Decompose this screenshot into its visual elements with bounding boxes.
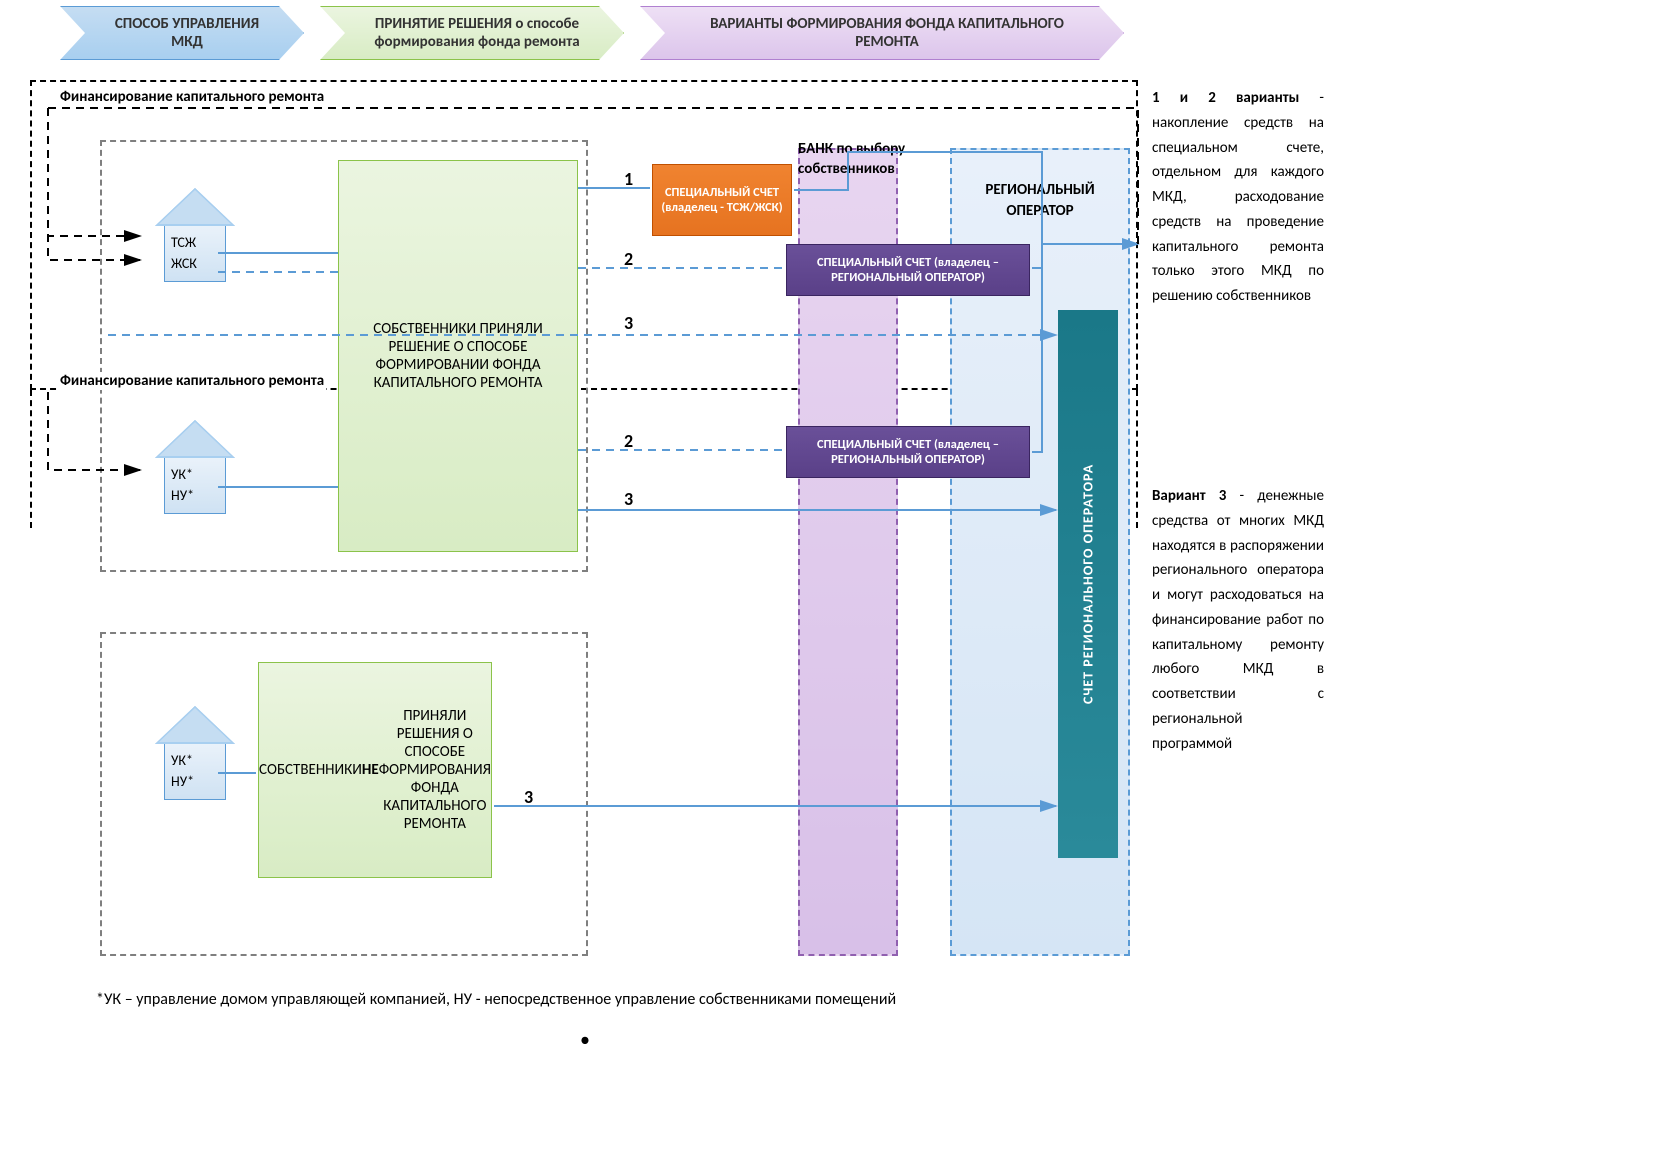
special-account-regop-1: СПЕЦИАЛЬНЫЙ СЧЕТ (владелец – РЕГИОНАЛЬНЫ…: [786, 244, 1030, 296]
header-chevron-2: ПРИНЯТИЕ РЕШЕНИЯ о способе формирования …: [320, 6, 624, 60]
house-body: УК* НУ*: [164, 742, 226, 800]
bullet: •: [580, 1028, 590, 1052]
side-note-1: 1 и 2 варианты - накопление средств на с…: [1152, 86, 1324, 309]
decision-box-yes: СОБСТВЕННИКИ ПРИНЯЛИ РЕШЕНИЕ О СПОСОБЕ Ф…: [338, 160, 578, 552]
path-number: 2: [624, 430, 633, 452]
regop-label: РЕГИОНАЛЬНЫЙ ОПЕРАТОР: [958, 180, 1122, 222]
house-tszh: ТСЖ ЖСК: [155, 188, 235, 282]
regop-account-box: СЧЕТ РЕГИОНАЛЬНОГО ОПЕРАТОРА: [1058, 310, 1118, 858]
house2-line1: УК*: [171, 464, 193, 485]
special-account-regop-2: СПЕЦИАЛЬНЫЙ СЧЕТ (владелец – РЕГИОНАЛЬНЫ…: [786, 426, 1030, 478]
footnote: *УК – управление домом управляющей компа…: [96, 990, 896, 1009]
chevron1-text: СПОСОБ УПРАВЛЕНИЯ МКД: [101, 15, 273, 51]
financing-label-2: Финансирование капитального ремонта: [58, 372, 326, 390]
house-uk-1: УК* НУ*: [155, 420, 235, 514]
house-roof-icon: [155, 420, 235, 458]
path-number: 3: [524, 786, 533, 808]
header-chevron-3: ВАРИАНТЫ ФОРМИРОВАНИЯ ФОНДА КАПИТАЛЬНОГО…: [640, 6, 1124, 60]
side-note-2: Вариант 3 - денежные средства от многих …: [1152, 484, 1324, 756]
house-body: УК* НУ*: [164, 456, 226, 514]
chevron3-text: ВАРИАНТЫ ФОРМИРОВАНИЯ ФОНДА КАПИТАЛЬНОГО…: [681, 15, 1093, 51]
house3-line1: УК*: [171, 750, 193, 771]
house-uk-2: УК* НУ*: [155, 706, 235, 800]
path-number: 3: [624, 488, 633, 510]
house1-line1: ТСЖ: [171, 232, 196, 253]
path-number: 1: [624, 168, 633, 190]
chevron2-text: ПРИНЯТИЕ РЕШЕНИЯ о способе формирования …: [361, 15, 593, 51]
house-body: ТСЖ ЖСК: [164, 224, 226, 282]
financing-label-1: Финансирование капитального ремонта: [58, 88, 326, 106]
house-roof-icon: [155, 188, 235, 226]
header-chevron-1: СПОСОБ УПРАВЛЕНИЯ МКД: [60, 6, 304, 60]
house-roof-icon: [155, 706, 235, 744]
special-account-tszh: СПЕЦИАЛЬНЫЙ СЧЕТ (владелец - ТСЖ/ЖСК): [652, 164, 792, 236]
path-number: 2: [624, 248, 633, 270]
house2-line2: НУ*: [171, 485, 194, 506]
decision-box-no: СОБСТВЕННИКИ НЕ ПРИНЯЛИ РЕШЕНИЯ О СПОСОБ…: [258, 662, 492, 878]
bank-label: БАНК по выбору собственников: [798, 140, 948, 179]
path-number: 3: [624, 312, 633, 334]
house1-line2: ЖСК: [171, 253, 197, 274]
house3-line2: НУ*: [171, 771, 194, 792]
